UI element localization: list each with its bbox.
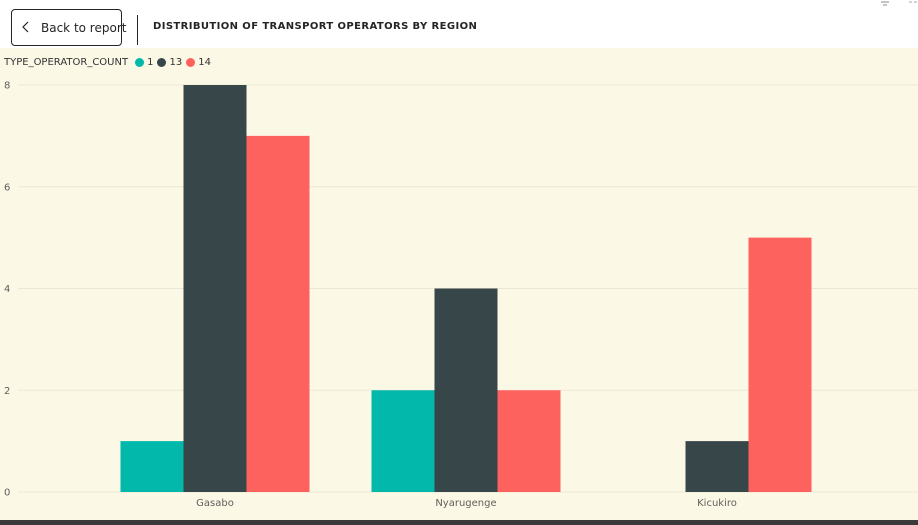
back-button-label: Back to report <box>41 21 127 35</box>
x-tick-label: Gasabo <box>196 498 234 509</box>
x-tick-label: Nyarugenge <box>435 498 496 509</box>
bar-nyarugenge-14[interactable] <box>497 390 561 492</box>
header-bar: Back to report DISTRIBUTION OF TRANSPORT… <box>0 0 918 48</box>
y-tick-label: 4 <box>4 284 10 295</box>
y-tick-label: 2 <box>4 386 10 397</box>
legend-title: TYPE_OPERATOR_COUNT <box>4 56 129 68</box>
x-tick-label: Kicukiro <box>697 498 737 509</box>
bar-nyarugenge-1[interactable] <box>371 390 435 492</box>
legend-label-1: 1 <box>147 56 154 68</box>
legend: TYPE_OPERATOR_COUNT 1 13 14 <box>4 55 215 69</box>
bottom-border <box>0 520 918 525</box>
bar-kicukiro-13[interactable] <box>685 441 749 492</box>
legend-dot-1 <box>135 57 145 67</box>
bar-kicukiro-14[interactable] <box>748 237 812 492</box>
legend-dot-13 <box>157 57 167 67</box>
legend-item-14[interactable]: 14 <box>186 57 211 68</box>
y-tick-label: 8 <box>4 81 10 92</box>
legend-item-1[interactable]: 1 <box>135 57 153 68</box>
legend-dot-14 <box>186 57 196 67</box>
legend-label-14: 14 <box>198 56 211 68</box>
legend-item-13[interactable]: 13 <box>157 57 182 68</box>
y-tick-label: 0 <box>4 488 10 499</box>
filter-icon[interactable] <box>878 0 918 8</box>
chevron-left-icon <box>22 21 29 33</box>
bar-gasabo-14[interactable] <box>246 135 310 492</box>
bar-nyarugenge-13[interactable] <box>434 288 498 493</box>
bar-gasabo-1[interactable] <box>120 441 184 492</box>
back-to-report-button[interactable]: Back to report <box>11 9 126 46</box>
legend-label-13: 13 <box>169 56 183 68</box>
bar-gasabo-13[interactable] <box>183 85 247 492</box>
y-tick-label: 6 <box>4 182 10 193</box>
chart-title: DISTRIBUTION OF TRANSPORT OPERATORS BY R… <box>153 21 478 32</box>
header-divider <box>137 15 138 45</box>
